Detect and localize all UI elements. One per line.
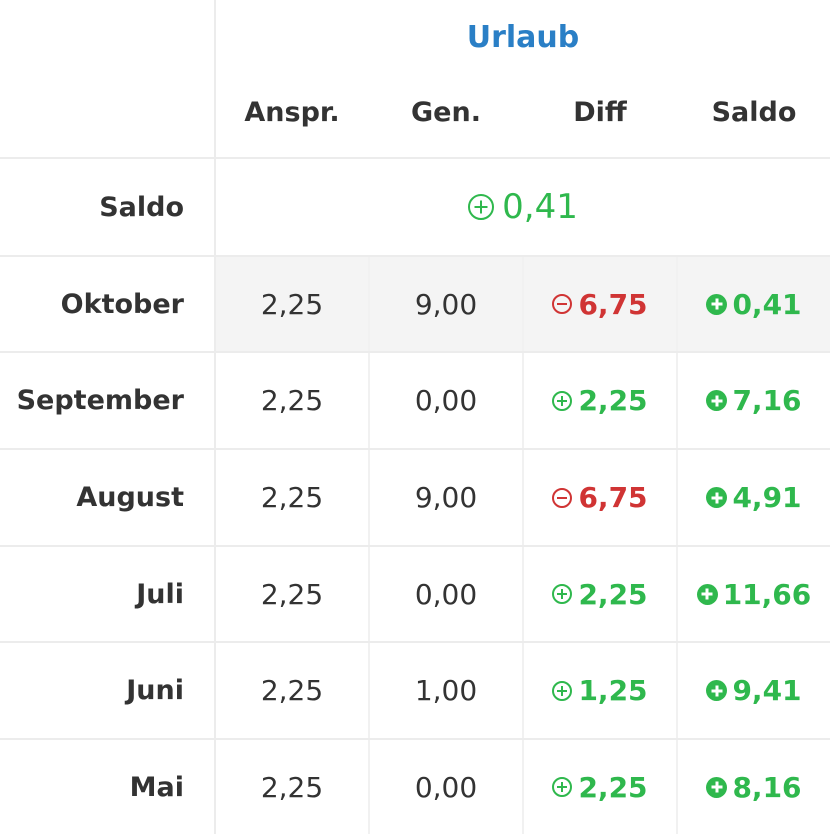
anspr-value: 2,25 (260, 287, 324, 321)
saldo-number: 8,16 (732, 770, 802, 804)
diff-value: 6,75 (524, 257, 676, 351)
gen-value: 0,00 (414, 577, 478, 611)
diff-value: 1,25 (524, 643, 676, 738)
saldo-value: 9,41 (678, 643, 830, 738)
saldo-value: 7,16 (678, 353, 830, 448)
minus-circle-icon (552, 294, 573, 314)
row-divider (0, 641, 830, 643)
plus-circle-filled-icon (706, 680, 728, 701)
diff-value: 2,25 (524, 547, 676, 641)
diff-number: 6,75 (578, 481, 648, 514)
diff-number: 1,25 (578, 674, 648, 707)
anspr-value: 2,25 (260, 770, 324, 804)
plus-circle-filled-icon (696, 583, 718, 605)
row-divider (0, 738, 830, 740)
diff-number: 2,25 (578, 384, 648, 417)
saldo-value: 8,16 (678, 740, 830, 834)
row-divider (0, 351, 830, 353)
anspr-value: 2,25 (260, 481, 324, 514)
month-label: Oktober (60, 288, 184, 320)
anspr-value: 2,25 (260, 674, 324, 707)
row-divider (0, 255, 830, 257)
gen-value: 0,00 (414, 770, 478, 804)
column-header-gen: Gen. (411, 96, 481, 128)
plus-circle-icon (552, 777, 573, 797)
row-divider (0, 545, 830, 547)
table-row: August 2,25 9,00 6,75 4,91 (0, 450, 830, 545)
saldo-number: 0,41 (732, 287, 802, 321)
month-label: September (16, 385, 184, 416)
label-column-divider (214, 0, 216, 834)
total-saldo-value: 0,41 (216, 159, 830, 255)
month-label: Mai (129, 771, 184, 803)
plus-circle-filled-icon (706, 487, 728, 508)
gen-value: 9,00 (414, 481, 478, 514)
diff-value: 2,25 (524, 740, 676, 834)
diff-value: 2,25 (524, 353, 676, 448)
total-saldo-number: 0,41 (502, 187, 578, 227)
table-row: Oktober 2,25 9,00 6,75 0,41 (0, 257, 830, 351)
month-label: August (76, 482, 184, 513)
plus-circle-icon (552, 584, 573, 604)
saldo-number: 4,91 (732, 481, 802, 514)
saldo-number: 7,16 (732, 384, 802, 417)
plus-circle-icon (552, 680, 573, 701)
plus-circle-filled-icon (706, 390, 728, 411)
anspr-value: 2,25 (260, 577, 324, 611)
group-header-urlaub: Urlaub (466, 20, 580, 55)
plus-circle-filled-icon (706, 776, 728, 798)
total-saldo-row: Saldo 0,41 (0, 159, 830, 255)
column-header-diff: Diff (573, 96, 627, 128)
plus-circle-filled-icon (706, 293, 728, 315)
row-divider (0, 448, 830, 450)
table-row: Juni 2,25 1,00 1,25 9,41 (0, 643, 830, 738)
column-header-row: Anspr. Gen. Diff Saldo (0, 80, 830, 144)
gen-value: 9,00 (414, 287, 478, 321)
table-row: Mai 2,25 0,00 2,25 8,16 (0, 740, 830, 834)
saldo-number: 11,66 (722, 577, 812, 611)
column-header-anspr: Anspr. (244, 96, 340, 128)
plus-circle-icon (552, 390, 573, 411)
total-saldo-label: Saldo (99, 191, 184, 223)
saldo-value: 0,41 (678, 257, 830, 351)
saldo-value: 11,66 (678, 547, 830, 641)
month-label: Juni (126, 675, 184, 706)
saldo-number: 9,41 (732, 674, 802, 707)
gen-value: 0,00 (414, 384, 478, 417)
table-row: Juli 2,25 0,00 2,25 11,66 (0, 547, 830, 641)
row-divider (0, 157, 830, 159)
minus-circle-icon (552, 487, 573, 508)
gen-value: 1,00 (414, 674, 478, 707)
month-label: Juli (136, 578, 184, 610)
column-header-saldo: Saldo (711, 96, 797, 128)
diff-number: 2,25 (578, 577, 648, 611)
saldo-value: 4,91 (678, 450, 830, 545)
diff-value: 6,75 (524, 450, 676, 545)
plus-circle-icon (468, 194, 495, 220)
diff-number: 2,25 (578, 770, 648, 804)
diff-number: 6,75 (578, 287, 648, 321)
anspr-value: 2,25 (260, 384, 324, 417)
table-row: September 2,25 0,00 2,25 7,16 (0, 353, 830, 448)
